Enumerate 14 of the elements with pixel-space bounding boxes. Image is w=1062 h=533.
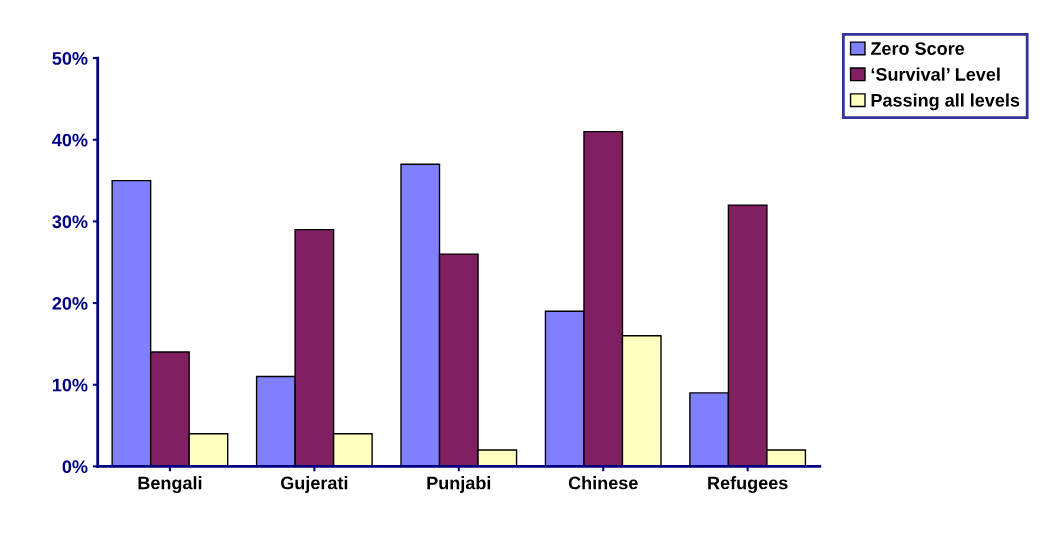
legend-label: Zero Score [870,42,965,55]
y-tick-label: 0% [62,460,88,474]
y-tick-label: 50% [52,52,88,65]
legend-label: Passing all levels [871,93,1020,111]
y-tick-label: 20% [52,297,88,310]
x-tick-label: Refugees [708,476,788,494]
x-tick-label: Bengali [138,476,202,494]
x-tick-label: Gujerati [280,476,348,493]
x-tick-label: Punjabi [427,476,491,493]
y-tick-label: 40% [52,133,88,147]
x-tick-label: Chinese [568,476,638,490]
y-tick-label: 30% [52,215,88,229]
legend-label: ‘Survival’ Level [871,67,1000,81]
y-tick-label: 10% [52,378,88,392]
